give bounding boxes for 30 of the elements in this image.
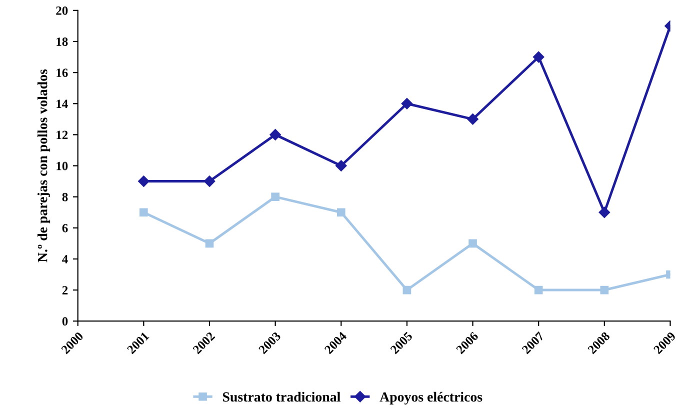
y-tick-label: 16 — [56, 68, 68, 78]
y-tick-label: 8 — [62, 192, 68, 202]
point — [600, 286, 609, 294]
y-tick-label: 0 — [62, 317, 68, 326]
point — [402, 286, 412, 294]
point — [532, 51, 544, 63]
point — [271, 192, 280, 201]
point — [205, 239, 214, 248]
point — [534, 286, 543, 294]
y-tick-label: 20 — [56, 6, 68, 15]
y-axis-title: N.º de parejas con pollos volados — [37, 69, 50, 262]
point — [468, 239, 477, 248]
point — [598, 206, 610, 218]
legend-label: Apoyos eléctricos — [380, 392, 482, 404]
point — [336, 160, 347, 172]
y-tick-label: 18 — [56, 38, 68, 46]
y-tick-label: 14 — [56, 100, 68, 108]
y-tick-label: 6 — [62, 224, 68, 232]
point — [270, 129, 281, 140]
y-tick-label: 10 — [56, 162, 68, 170]
point — [138, 176, 150, 187]
point — [336, 208, 346, 217]
y-tick-label: 2 — [62, 286, 68, 294]
point — [204, 176, 216, 187]
point — [467, 114, 478, 125]
point — [401, 98, 413, 110]
y-tick-label: 12 — [56, 130, 68, 140]
legend-label: Sustrato tradicional — [222, 392, 340, 402]
y-tick-label: 4 — [62, 255, 68, 264]
point — [140, 208, 148, 217]
